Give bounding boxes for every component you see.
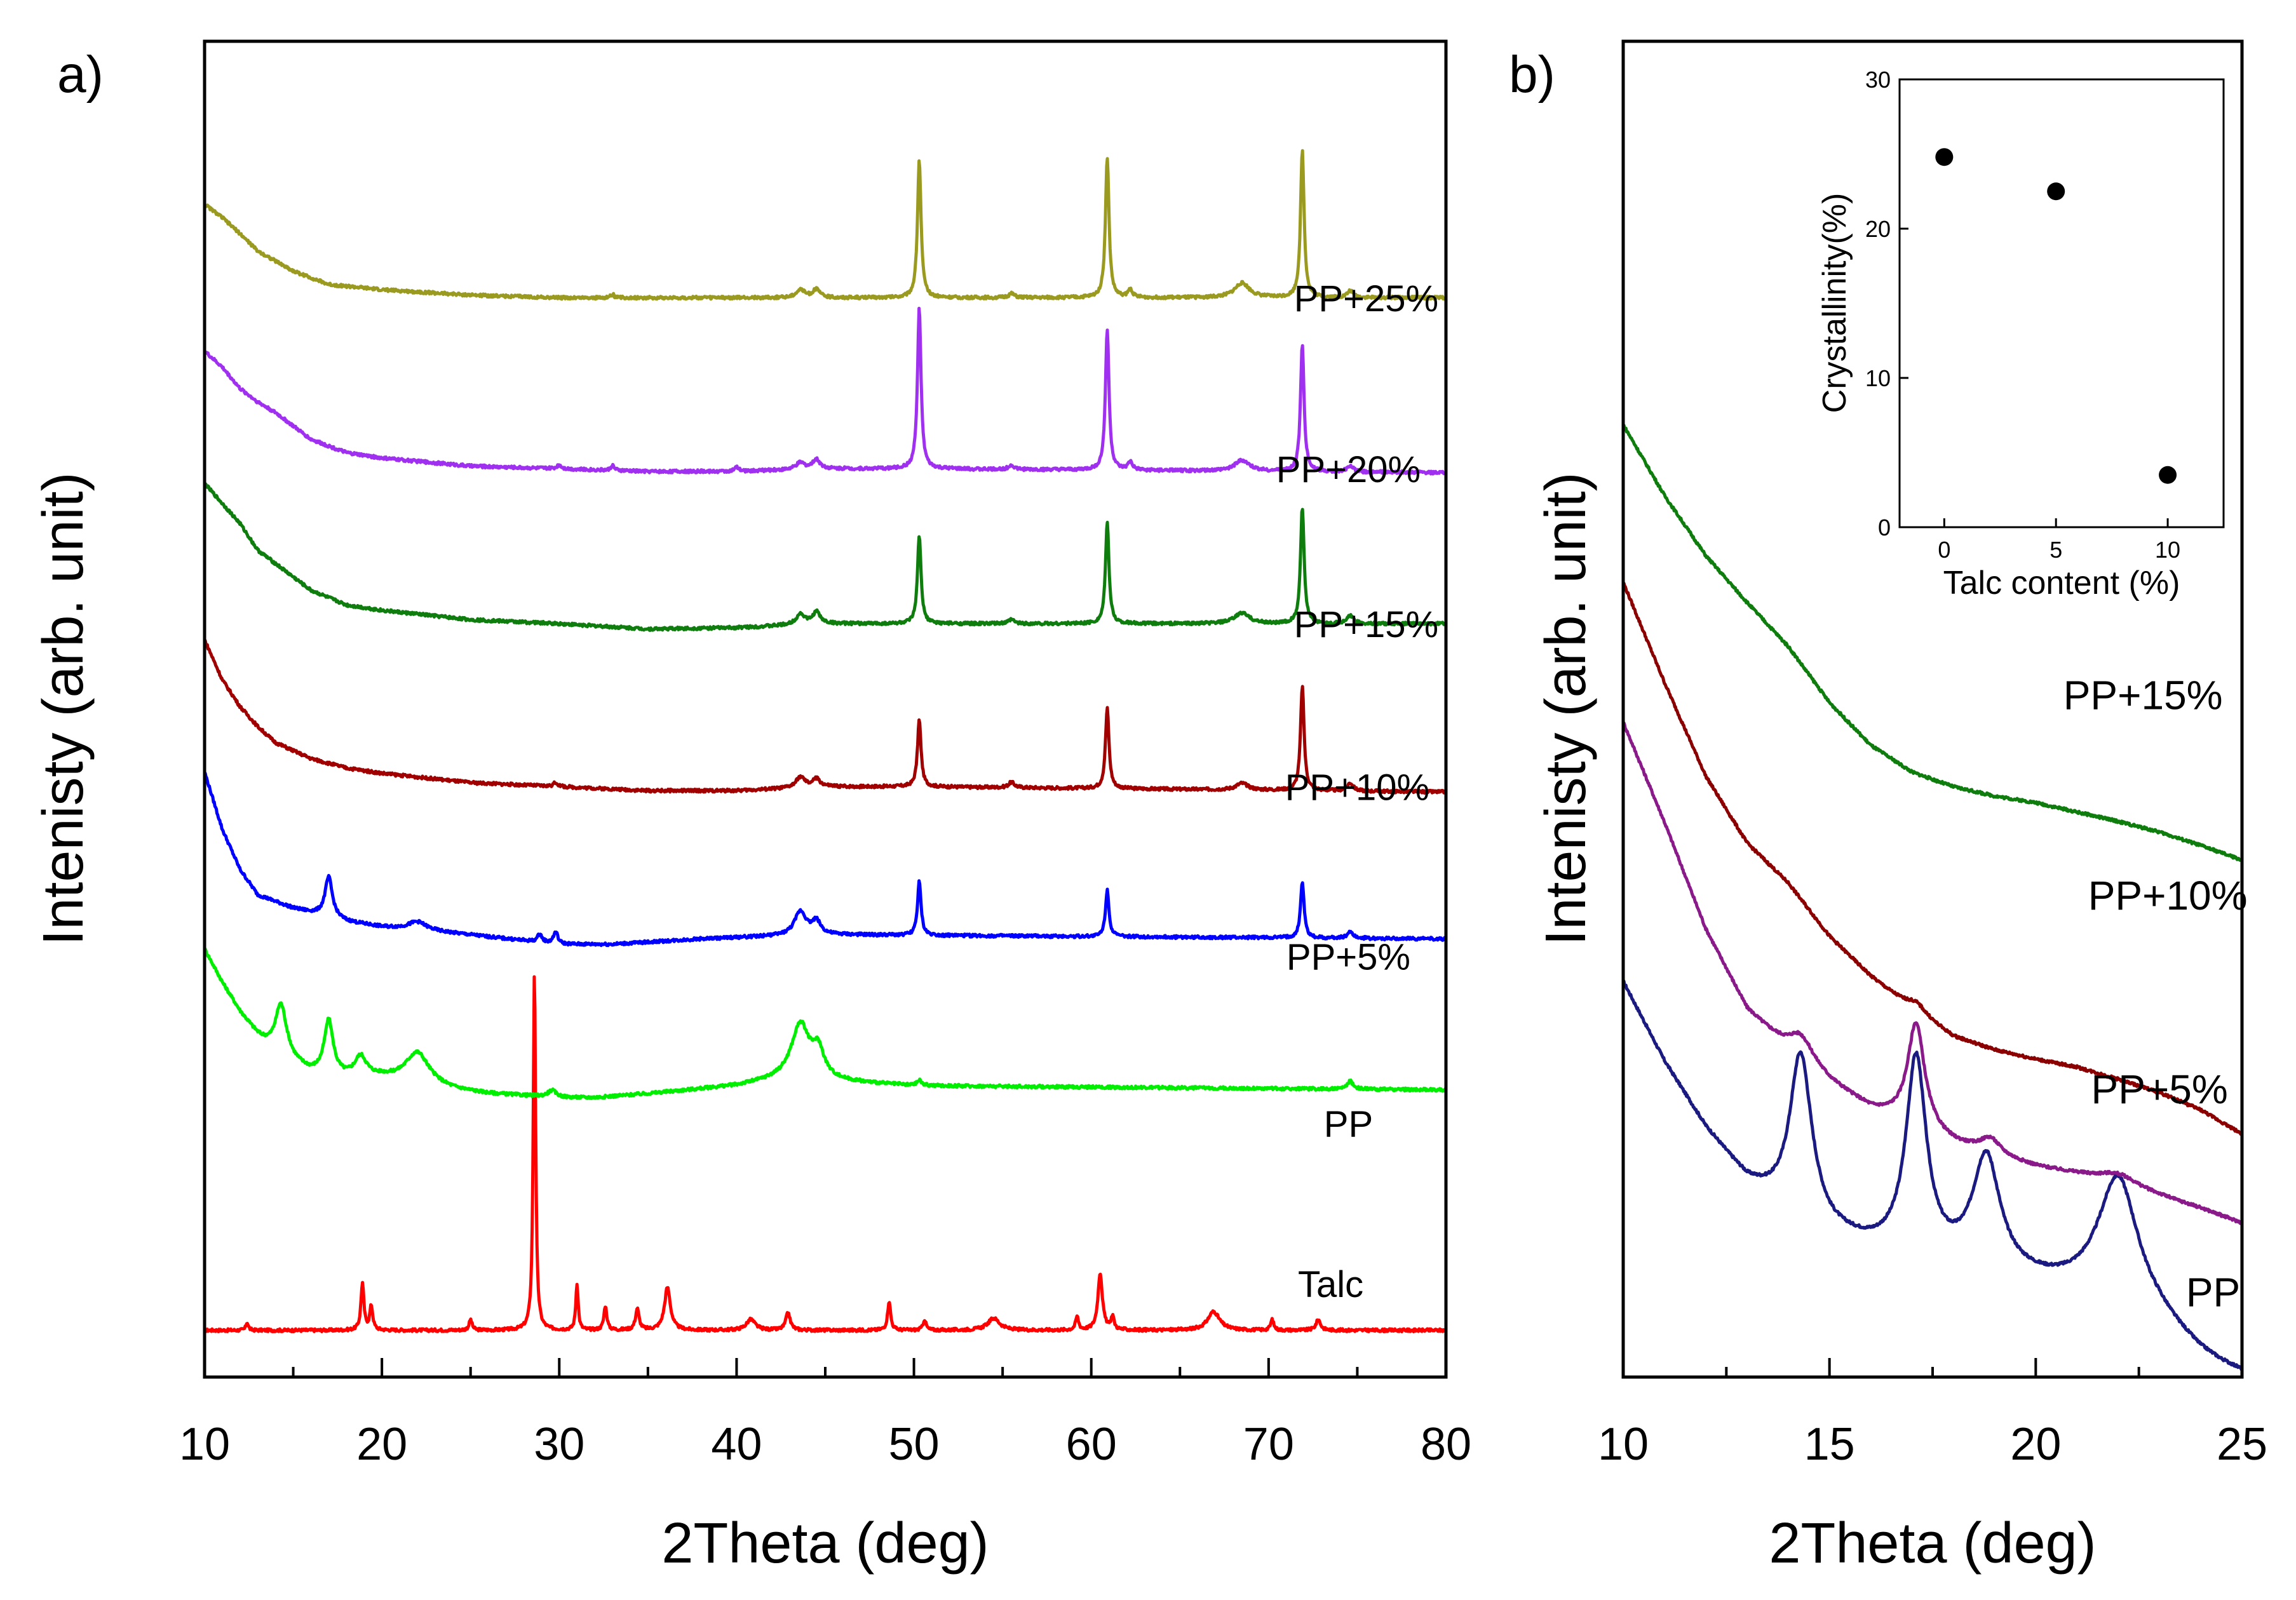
panel-b-label-pp-10pct: PP+10% xyxy=(2088,873,2248,918)
panel-b-x-ticks: 10 15 20 25 xyxy=(1598,1358,2267,1470)
panel-a-label-talc: Talc xyxy=(1298,1264,1363,1305)
panel-a-series-pp-15pct xyxy=(203,481,1447,632)
inset-frame xyxy=(1898,78,2225,528)
panel-b-series-labels: PP PP+5% PP+10% PP+15% xyxy=(2063,673,2248,1315)
inset-background xyxy=(1900,79,2224,527)
panel-a-x-tick-label: 10 xyxy=(179,1419,230,1470)
panel-b-x-tick-label: 10 xyxy=(1598,1419,1649,1470)
inset-y-axis-label: Crystallinity(%) xyxy=(1816,193,1853,413)
inset-ticks: 0 5 10 0 10 20 30 xyxy=(1865,67,2180,563)
panel-a-series-pp-25pct xyxy=(203,149,1447,301)
panel-a-label-pp-5pct: PP+5% xyxy=(1286,937,1410,978)
inset-y-tick-label: 10 xyxy=(1865,365,1891,391)
inset-points xyxy=(1935,148,2177,484)
panel-b-x-axis-label: 2Theta (deg) xyxy=(1769,1512,2096,1575)
panel-b-label-pp-15pct: PP+15% xyxy=(2063,673,2223,718)
panel-b-series-pp xyxy=(1621,979,2243,1371)
panel-a-label-pp-10pct: PP+10% xyxy=(1285,767,1429,809)
panel-a-label-pp-15pct: PP+15% xyxy=(1294,604,1438,645)
panel-a-x-tick-label: 40 xyxy=(711,1419,762,1470)
inset-chart: 0 5 10 0 10 20 30 Talc content (%) Crystallini… xyxy=(1816,67,2225,602)
panel-a-series-pp-10pct xyxy=(203,638,1448,795)
inset-y-tick-label: 30 xyxy=(1865,67,1891,93)
inset-data-point xyxy=(2047,182,2065,201)
panel-a-label-pp-25pct: PP+25% xyxy=(1294,278,1438,319)
panel-a-x-ticks: 10 20 30 40 50 60 70 80 xyxy=(179,1358,1471,1470)
panel-b: b) PP PP+5% PP+10% PP+15% 10 15 20 25 2Theta (… xyxy=(1509,39,2267,1575)
panel-a-x-tick-label: 50 xyxy=(889,1419,940,1470)
panel-a-label-pp-20pct: PP+20% xyxy=(1276,449,1421,490)
panel-a-series-pp xyxy=(203,947,1448,1100)
inset-x-tick-label: 0 xyxy=(1938,537,1950,563)
panel-a-x-tick-label: 20 xyxy=(356,1419,407,1470)
panel-b-label-pp-5pct: PP+5% xyxy=(2091,1066,2228,1112)
panel-b-series-pp-15pct xyxy=(1621,423,2244,862)
panel-a-x-tick-label: 60 xyxy=(1066,1419,1117,1470)
panel-a-series-talc xyxy=(203,975,1447,1334)
inset-data-point xyxy=(1935,148,1954,166)
panel-b-x-tick-label: 20 xyxy=(2010,1419,2061,1470)
inset-x-tick-label: 5 xyxy=(2050,537,2062,563)
panel-a-y-axis-label: Intenisty (arb. unit) xyxy=(32,472,95,945)
panel-b-plot-frame xyxy=(1621,39,2244,1379)
panel-a-plot-frame xyxy=(203,39,1448,1379)
panel-a-label-pp: PP xyxy=(1324,1103,1373,1145)
panel-a-x-tick-label: 80 xyxy=(1421,1419,1471,1470)
panel-a-x-tick-label: 30 xyxy=(534,1419,584,1470)
panel-a-x-axis-label: 2Theta (deg) xyxy=(661,1512,989,1575)
panel-a: a) Talc PP PP+5% PP+10% PP+15% PP+20% PP+25% 1… xyxy=(32,39,1471,1575)
inset-x-axis-label: Talc content (%) xyxy=(1943,565,2180,602)
panel-b-label-pp: PP xyxy=(2186,1270,2240,1315)
panel-b-x-tick-label: 25 xyxy=(2217,1419,2267,1470)
panel-a-label: a) xyxy=(57,46,104,104)
panel-b-x-tick-label: 15 xyxy=(1804,1419,1855,1470)
inset-y-tick-label: 0 xyxy=(1878,514,1891,541)
panel-b-series-pp-5pct xyxy=(1622,721,2243,1225)
panel-a-series-pp-20pct xyxy=(203,307,1448,476)
panel-b-series-pp-10pct xyxy=(1622,581,2243,1136)
inset-y-tick-label: 20 xyxy=(1865,216,1891,242)
panel-b-y-axis-label: Intenisty (arb. unit) xyxy=(1534,472,1598,945)
panel-a-x-tick-label: 70 xyxy=(1243,1419,1294,1470)
inset-x-tick-label: 10 xyxy=(2155,537,2180,563)
panel-b-series-group xyxy=(1621,423,2244,1371)
inset-data-point xyxy=(2159,466,2177,484)
panel-a-series-group xyxy=(203,149,1448,1334)
panel-a-series-pp-5pct xyxy=(203,771,1448,948)
panel-b-label: b) xyxy=(1509,46,1555,104)
panel-a-series-labels: Talc PP PP+5% PP+10% PP+15% PP+20% PP+25% xyxy=(1276,278,1438,1305)
